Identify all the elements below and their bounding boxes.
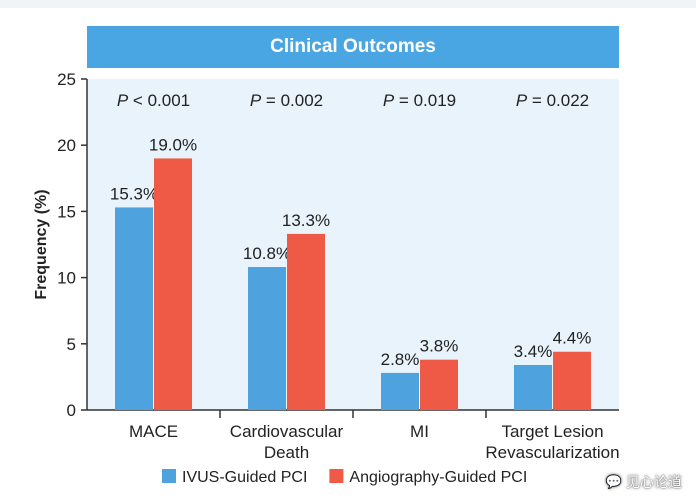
x-tick-label: Cardiovascular xyxy=(230,422,344,441)
watermark-text: 见心论道 xyxy=(626,474,682,490)
x-tick-label: Revascularization xyxy=(485,443,619,462)
data-label: 3.8% xyxy=(420,337,459,356)
x-tick-label: Target Lesion xyxy=(501,422,603,441)
data-label: 13.3% xyxy=(282,211,330,230)
data-label: 15.3% xyxy=(110,184,158,203)
chat-bubble-icon: 💬 xyxy=(605,474,622,489)
y-tick-label: 15 xyxy=(57,202,76,221)
bar-ivus xyxy=(381,372,419,410)
p-value-annotation: P = 0.022 xyxy=(516,91,589,110)
bar-ivus xyxy=(115,207,153,410)
y-axis-label: Frequency (%) xyxy=(33,189,50,299)
data-label: 10.8% xyxy=(243,244,291,263)
watermark: 💬 见心论道 xyxy=(606,472,682,492)
bar-angiography xyxy=(154,158,192,410)
data-label: 4.4% xyxy=(553,329,592,348)
p-value-annotation: P = 0.002 xyxy=(250,91,323,110)
y-tick-label: 5 xyxy=(67,335,76,354)
bar-angiography xyxy=(553,351,591,410)
legend-swatch xyxy=(162,469,176,483)
y-tick-label: 20 xyxy=(57,136,76,155)
p-value-annotation: P < 0.001 xyxy=(117,91,190,110)
bar-angiography xyxy=(287,233,325,410)
p-value-annotation: P = 0.019 xyxy=(383,91,456,110)
data-label: 2.8% xyxy=(381,350,420,369)
bar-ivus xyxy=(248,267,286,410)
chart-title: Clinical Outcomes xyxy=(87,26,619,68)
legend-label: IVUS-Guided PCI xyxy=(182,469,307,486)
top-band xyxy=(0,0,696,8)
legend-swatch xyxy=(329,469,344,483)
x-tick-label: MACE xyxy=(129,422,178,441)
y-tick-label: 10 xyxy=(57,269,76,288)
x-tick-label: Death xyxy=(264,443,309,462)
y-tick-label: 0 xyxy=(67,401,76,420)
data-label: 3.4% xyxy=(514,342,553,361)
y-tick-label: 25 xyxy=(57,70,76,89)
bar-ivus xyxy=(514,364,552,410)
data-label: 19.0% xyxy=(149,135,197,154)
legend-label: Angiography-Guided PCI xyxy=(349,469,527,486)
bar-angiography xyxy=(420,359,458,410)
x-tick-label: MI xyxy=(410,422,429,441)
